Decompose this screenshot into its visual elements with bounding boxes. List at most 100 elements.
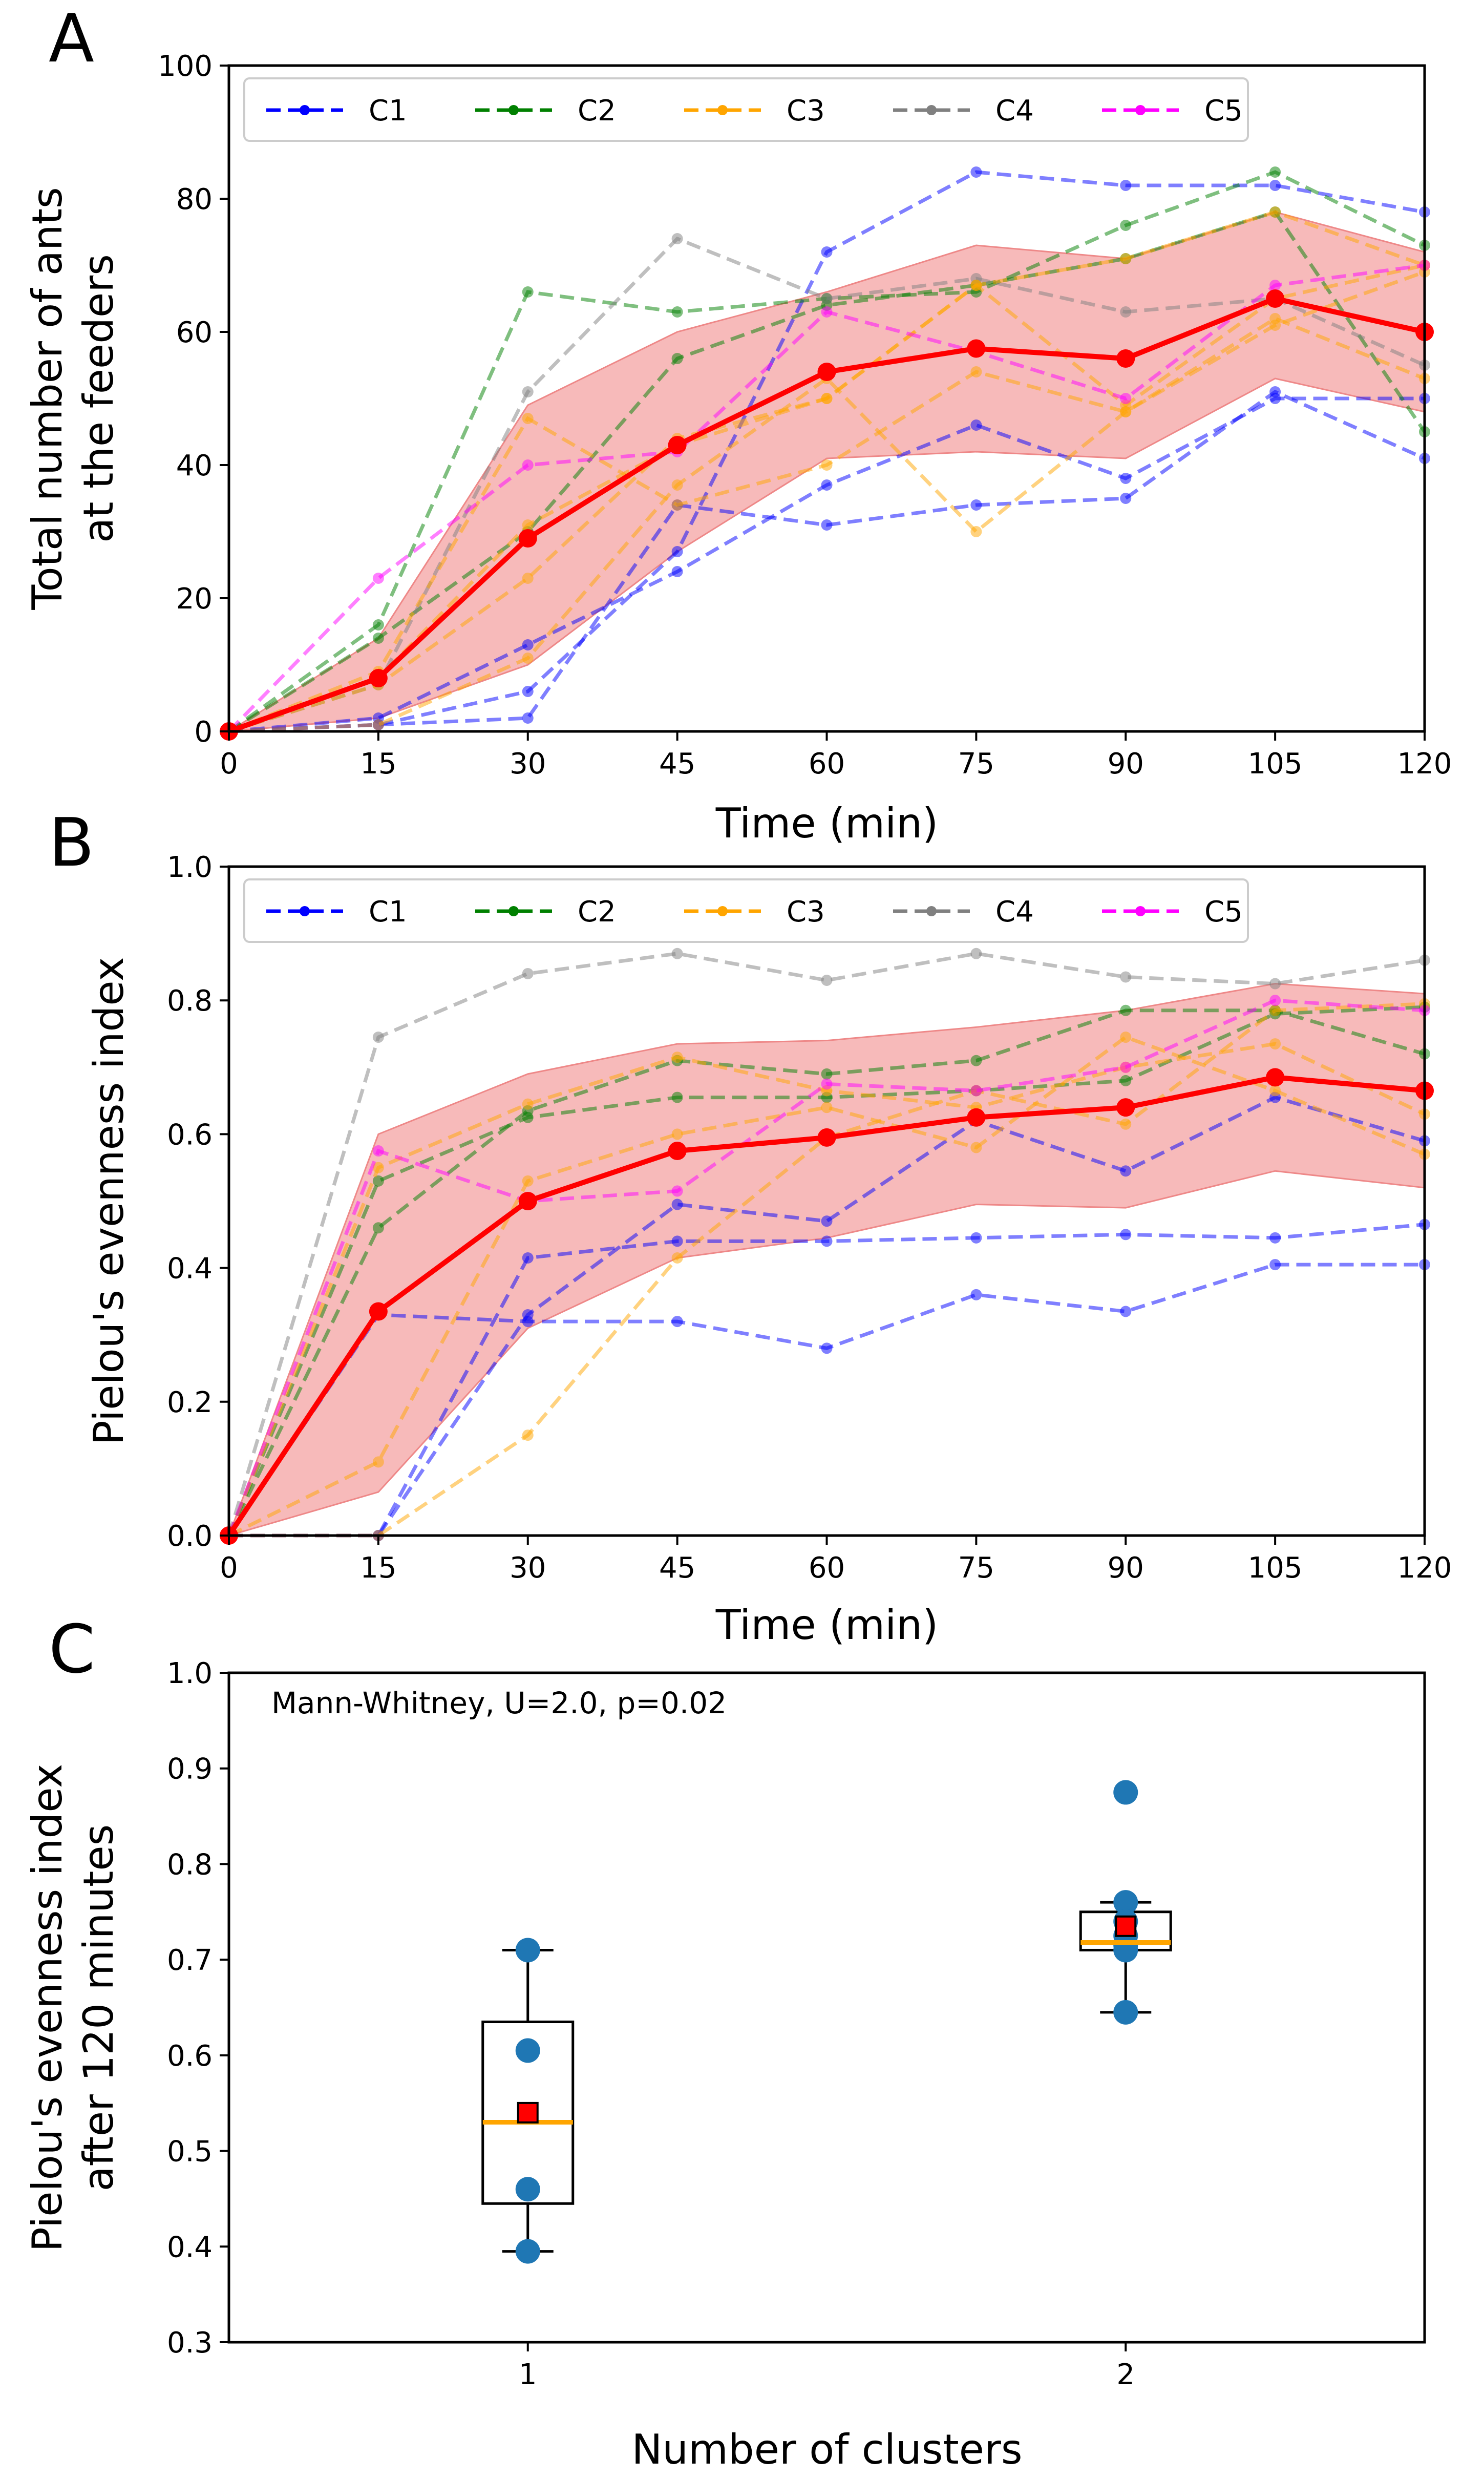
panel-a-mean-point <box>817 363 836 381</box>
series-point <box>372 1456 384 1468</box>
panel-c-y-tick-label: 0.6 <box>167 2040 213 2073</box>
panel-c-y-axis-title-line1: Pielou's evenness index <box>24 1764 71 2252</box>
series-point <box>522 519 534 531</box>
panel-a-y-tick-label: 0 <box>194 716 213 749</box>
panel-a-y-tick-label: 40 <box>176 449 213 482</box>
legend-swatch-marker <box>717 906 728 916</box>
panel-a-mean-point <box>518 529 537 548</box>
legend-label: C4 <box>995 895 1034 929</box>
series-point <box>821 293 833 304</box>
panel-a-y-tick-label: 20 <box>176 582 213 616</box>
series-point <box>970 419 982 431</box>
series-line <box>228 1035 1426 1538</box>
series-point <box>372 1222 384 1234</box>
series-point <box>821 1102 833 1113</box>
series-point <box>970 1055 982 1066</box>
panel-b-x-tick-label: 15 <box>360 1551 396 1585</box>
series-point <box>970 166 982 178</box>
panel-a-x-tick-label: 30 <box>510 747 546 781</box>
panel-c-annotation: Mann-Whitney, U=2.0, p=0.02 <box>271 1686 727 1720</box>
series-point <box>1120 306 1132 318</box>
panel-c-x-axis-title: Number of clusters <box>631 2426 1022 2473</box>
panel-a-mean-point <box>1266 289 1285 308</box>
legend-label: C2 <box>578 94 616 128</box>
panel-b-y-tick-label: 0.0 <box>167 1520 213 1553</box>
panel-c-box-group-2 <box>1079 1780 1172 2025</box>
series-point <box>821 393 833 404</box>
panel-a-mean-point <box>967 339 986 358</box>
panel-c-y-tick-label: 0.3 <box>167 2326 213 2360</box>
series-point <box>970 280 982 291</box>
panel-b-mean-point <box>518 1192 537 1210</box>
legend-entry-c2: C2 <box>475 895 616 929</box>
series-point <box>1120 180 1132 191</box>
series-point <box>821 975 833 986</box>
data-point <box>1113 2000 1138 2025</box>
series-point <box>671 1235 683 1247</box>
data-point <box>515 2177 540 2202</box>
panel-a-legend-box <box>243 77 1249 142</box>
series-point <box>671 1199 683 1210</box>
panel-a-x-tick-label: 0 <box>220 747 238 781</box>
panel-b-mean-point <box>1116 1098 1135 1117</box>
panel-c-y-tick-label: 0.5 <box>167 2135 213 2169</box>
series-point <box>522 653 534 664</box>
panel-a-x-tick-label: 75 <box>958 747 994 781</box>
series-point <box>1269 1004 1281 1016</box>
panel-b-mean-point <box>817 1128 836 1147</box>
legend-entry-c1: C1 <box>266 94 407 128</box>
panel-c-plot-frame <box>227 1671 1426 2344</box>
legend-label: C4 <box>995 94 1034 128</box>
series-point <box>522 968 534 979</box>
series-point <box>970 499 982 511</box>
legend-entry-c5: C5 <box>1102 895 1243 929</box>
panel-b-x-tick-label: 30 <box>510 1551 546 1585</box>
panel-a-legend: C1 C2 C3 C4 C5 <box>243 77 1249 142</box>
series-point <box>522 639 534 650</box>
legend-entry-c1: C1 <box>266 895 407 929</box>
series-point <box>970 1232 982 1244</box>
series-point <box>821 1215 833 1227</box>
legend-entry-c5: C5 <box>1102 94 1243 128</box>
series-point <box>1120 971 1132 983</box>
panel-b-legend: C1 C2 C3 C4 C5 <box>243 878 1249 943</box>
series-point <box>671 546 683 557</box>
series-point <box>1269 206 1281 218</box>
series-point <box>821 246 833 258</box>
series-point <box>1120 406 1132 417</box>
panel-b-y-tick-label: 0.4 <box>167 1252 213 1286</box>
series-point <box>372 719 384 730</box>
series-point <box>970 948 982 959</box>
panel-a-x-axis-title: Time (min) <box>715 800 939 847</box>
series-point <box>372 1175 384 1187</box>
legend-entry-c2: C2 <box>475 94 616 128</box>
legend-label: C3 <box>787 94 825 128</box>
series-point <box>1120 493 1132 504</box>
panel-b-x-tick-label: 75 <box>958 1551 994 1585</box>
panel-c-boxes-layer <box>481 1780 1172 2264</box>
series-point <box>1120 253 1132 264</box>
legend-entry-c3: C3 <box>684 94 825 128</box>
series-point <box>1120 473 1132 484</box>
series-point <box>671 1185 683 1197</box>
panel-b-y-tick-label: 0.6 <box>167 1118 213 1151</box>
panel-c-ticks: 1 2 0.3 0.4 0.5 0.6 0.7 0.8 0.9 1.0 <box>167 1657 1135 2391</box>
panel-a-y-axis-title-line2: at the feeders <box>75 254 122 543</box>
series-point <box>372 1145 384 1157</box>
mean-marker <box>517 2101 539 2124</box>
panel-c-x-tick-label: 2 <box>1116 2358 1135 2391</box>
series-point <box>372 619 384 630</box>
series-point <box>522 1098 534 1110</box>
panel-a-x-tick-label: 60 <box>809 747 845 781</box>
panel-a: 0 15 30 45 60 75 90 105 120 0 20 40 60 80 100 Time (mi… <box>24 50 1452 847</box>
legend-label: C5 <box>1204 94 1243 128</box>
panel-b-y-tick-label: 1.0 <box>167 851 213 884</box>
panel-letter-c: C <box>49 1610 95 1688</box>
series-point <box>1120 1061 1132 1073</box>
panel-b-y-tick-label: 0.8 <box>167 984 213 1018</box>
series-point <box>671 1128 683 1140</box>
series-point <box>1269 1259 1281 1271</box>
panel-a-y-tick-label: 80 <box>176 183 213 216</box>
series-point <box>671 1252 683 1264</box>
data-point <box>515 2239 540 2264</box>
